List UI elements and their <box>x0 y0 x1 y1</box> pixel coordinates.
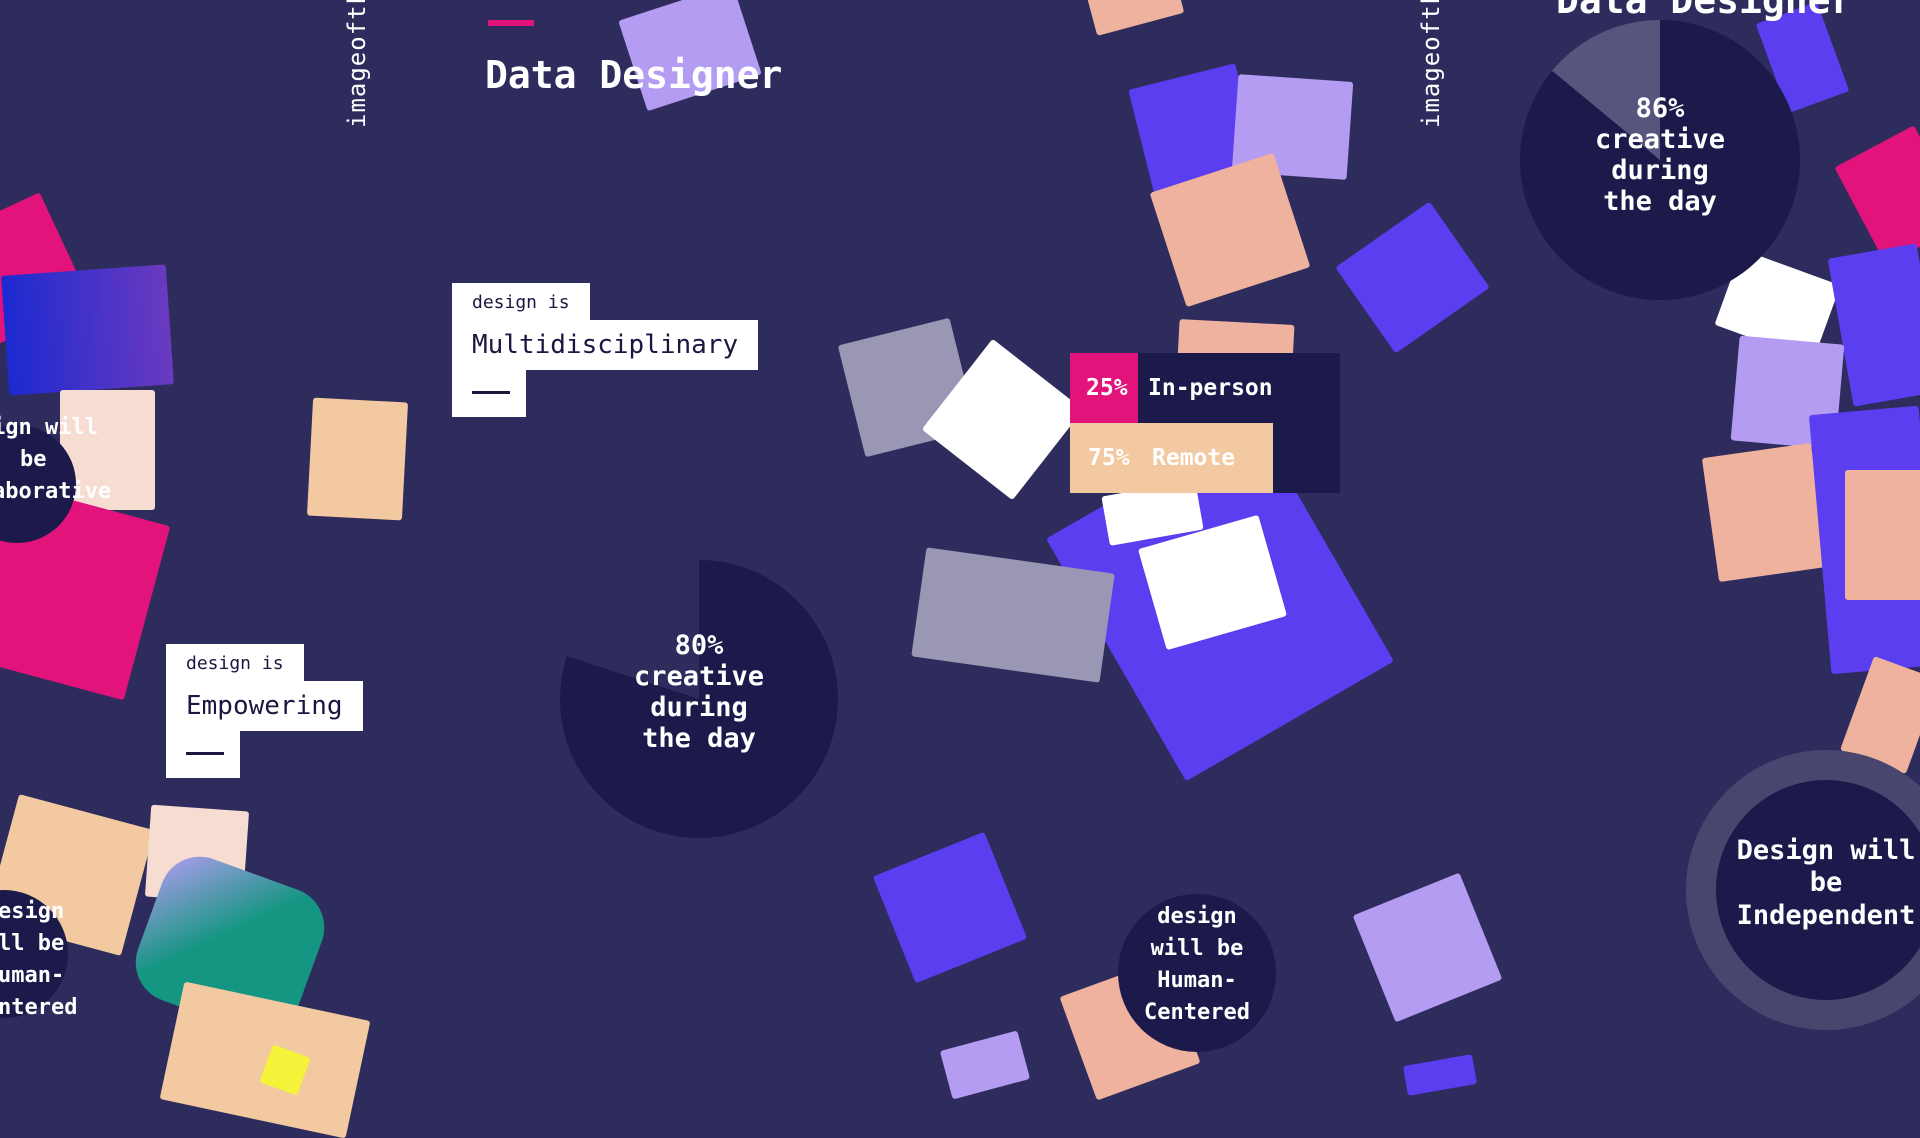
remote-percent: 75% <box>1088 445 1130 471</box>
statement-line: ign will <box>0 415 98 440</box>
statement-line: ntered <box>0 994 78 1020</box>
donut-line: during <box>1611 155 1709 187</box>
in-person-percent: 25% <box>1070 353 1138 423</box>
decor-cube <box>1402 1054 1478 1096</box>
donut-chart-86 <box>1520 20 1800 300</box>
remote-bar: 75% Remote <box>1070 423 1273 493</box>
card-label: Multidisciplinary <box>452 320 759 370</box>
decor-cube <box>1335 201 1490 354</box>
card-tag: design is <box>452 283 590 322</box>
decor-cube <box>872 831 1028 984</box>
title-accent-bar <box>488 20 534 26</box>
donut-line: during <box>650 692 748 724</box>
statement-line: Independent <box>1736 899 1916 931</box>
statement-line: uman- <box>0 962 65 988</box>
independent-label: Design will be Independent <box>1706 835 1920 932</box>
donut-line: creative <box>1594 124 1726 156</box>
card-dash <box>472 391 510 394</box>
decor-cube <box>939 1030 1031 1100</box>
statement-line: be <box>1809 867 1843 899</box>
statement-line: design <box>1157 904 1237 929</box>
statement-line: Design will <box>1736 835 1916 866</box>
card-label: Empowering <box>166 681 363 731</box>
statement-line: esign <box>0 899 65 924</box>
watermark: imageofth <box>1417 0 1445 128</box>
corner-title: Data Designer <box>1556 0 1854 22</box>
decor-cube <box>1827 243 1920 407</box>
statement-line: ll be <box>0 930 65 956</box>
card-tag: design is <box>166 644 304 683</box>
work-split-panel: 25% In-person 75% Remote <box>1070 353 1340 493</box>
donut-percent: 80% <box>674 630 724 661</box>
statement-line: aborative <box>0 478 112 504</box>
decor-cube <box>60 390 155 510</box>
card-dash <box>186 752 224 755</box>
in-person-label: In-person <box>1148 375 1273 401</box>
statement-line: will be <box>1150 935 1244 961</box>
decor-cube <box>1701 442 1829 583</box>
in-person-row: 25% In-person <box>1070 353 1340 423</box>
donut-chart-80 <box>560 560 838 838</box>
statement-line: be <box>20 446 47 472</box>
donut-line: creative <box>633 661 765 693</box>
donut-percent: 86% <box>1635 93 1685 124</box>
card-footer <box>166 726 240 778</box>
donut-line: the day <box>642 723 756 755</box>
statement-line: Human- <box>1157 967 1237 993</box>
decor-cube <box>1 264 174 396</box>
statement-line: Centered <box>1144 999 1250 1025</box>
card-footer <box>452 365 526 417</box>
human-centered-circle <box>1118 894 1276 1052</box>
remote-label: Remote <box>1152 445 1236 471</box>
independent-circle <box>1716 780 1920 1000</box>
decor-cube <box>1352 872 1503 1023</box>
donut-line: the day <box>1603 186 1717 218</box>
left-human-label: esign ll be uman- ntered <box>0 896 108 1024</box>
decor-cube <box>1085 0 1185 36</box>
collaborative-label: ign will be aborative <box>0 412 142 508</box>
donut-80-label: 80% creative during the day <box>560 630 838 754</box>
donut-86-label: 86% creative during the day <box>1520 93 1800 217</box>
decor-cube <box>1845 470 1920 600</box>
watermark: imageofth <box>343 0 371 128</box>
page-title: Data Designer <box>485 53 783 97</box>
decor-cube <box>159 981 371 1138</box>
decor-cube <box>306 397 409 521</box>
human-centered-label: design will be Human- Centered <box>1108 901 1286 1029</box>
